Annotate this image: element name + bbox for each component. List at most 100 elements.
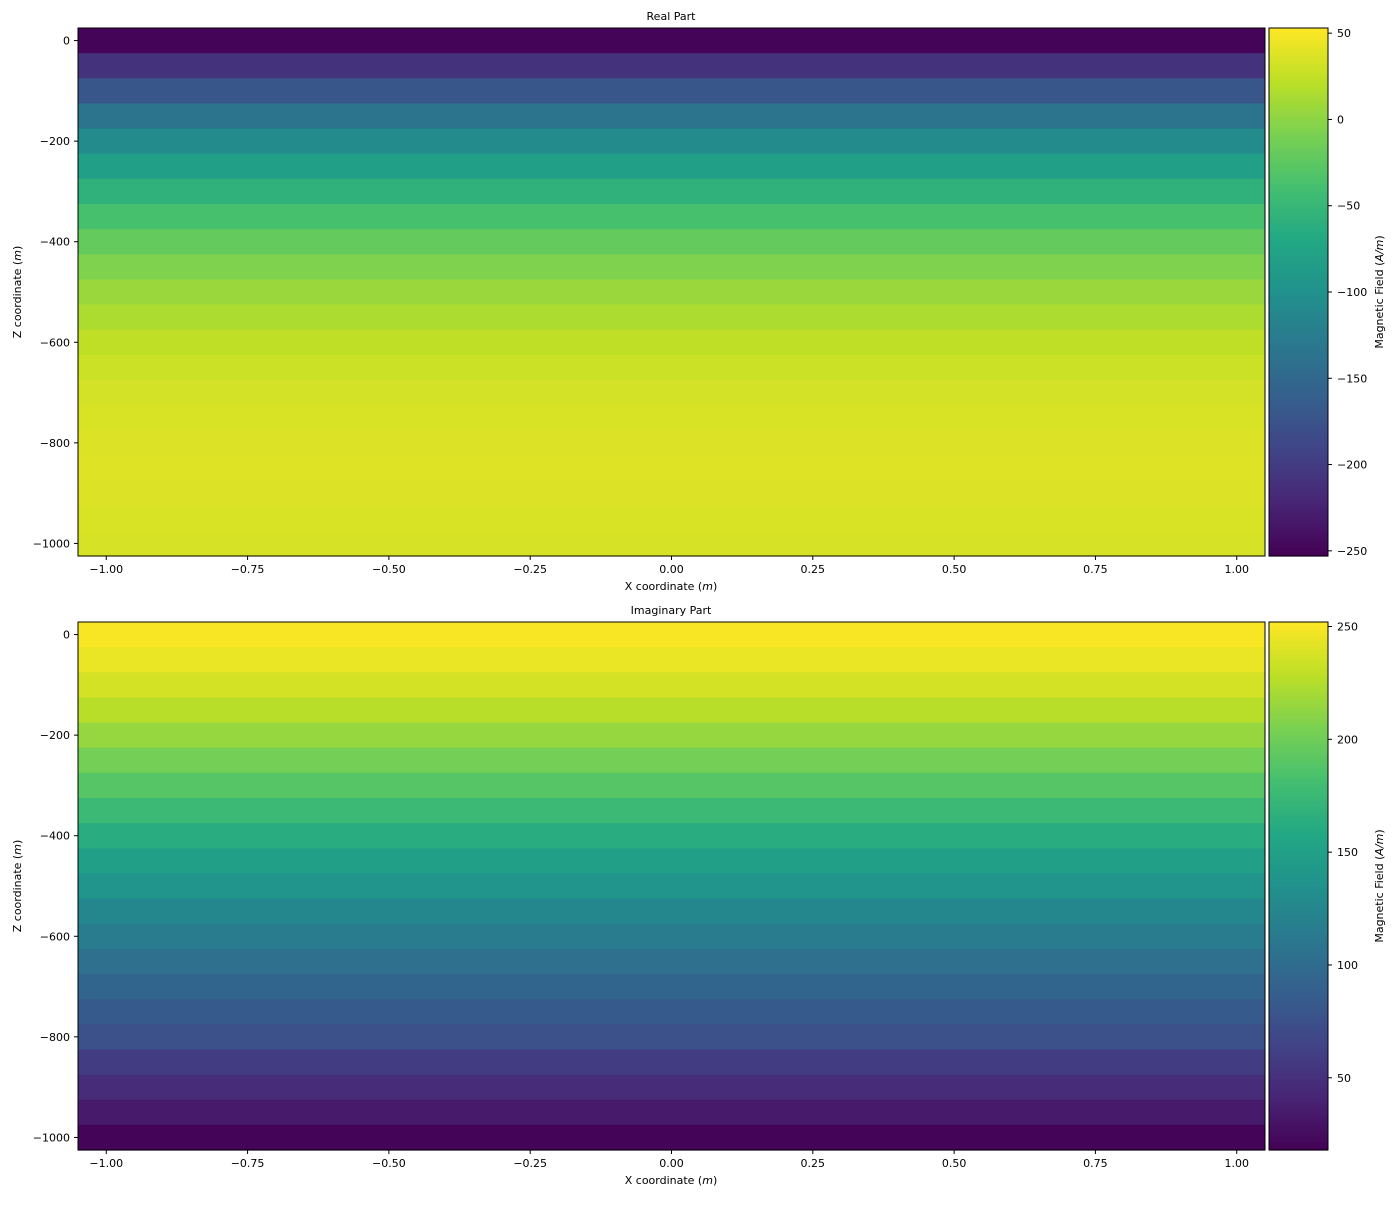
- colorbar-swatch: [1269, 1118, 1328, 1123]
- colorbar-swatch: [1269, 72, 1328, 77]
- colorbar-swatch: [1269, 452, 1328, 457]
- heatmap-row: [78, 53, 1265, 79]
- colorbar-swatch: [1269, 184, 1328, 189]
- colorbar-swatch: [1269, 730, 1328, 735]
- colorbar-swatch: [1269, 200, 1328, 205]
- x-tick-label: −0.50: [372, 563, 406, 576]
- colorbar-swatch: [1269, 176, 1328, 181]
- heatmap-row: [78, 697, 1265, 724]
- colorbar-swatch: [1269, 528, 1328, 533]
- colorbar-swatch: [1269, 316, 1328, 321]
- colorbar-swatch: [1269, 1066, 1328, 1071]
- imaginary-part-x-ticks: −1.00 −0.75 −0.50 −0.25 0.00 0.25 0.50 0.75 1.00: [89, 1150, 1249, 1170]
- colorbar-swatch: [1269, 1042, 1328, 1047]
- colorbar-swatch: [1269, 638, 1328, 643]
- colorbar-swatch: [1269, 958, 1328, 963]
- colorbar-swatch: [1269, 244, 1328, 249]
- x-tick-label: −0.75: [231, 1157, 265, 1170]
- colorbar-swatch: [1269, 440, 1328, 445]
- colorbar-swatch: [1269, 946, 1328, 951]
- colorbar-swatch: [1269, 834, 1328, 839]
- colorbar-swatch: [1269, 1010, 1328, 1015]
- colorbar-swatch: [1269, 1030, 1328, 1035]
- colorbar-swatch: [1269, 954, 1328, 959]
- x-tick-label: −0.25: [513, 1157, 547, 1170]
- heatmap-row: [78, 530, 1265, 557]
- colorbar-swatch: [1269, 392, 1328, 397]
- colorbar-swatch: [1269, 926, 1328, 931]
- colorbar-swatch: [1269, 870, 1328, 875]
- colorbar-tick-label: −100: [1337, 286, 1367, 299]
- heatmap-row: [78, 28, 1265, 54]
- x-tick-label: 0.00: [659, 1157, 684, 1170]
- colorbar-swatch: [1269, 674, 1328, 679]
- heatmap-row: [78, 823, 1265, 849]
- colorbar-swatch: [1269, 990, 1328, 995]
- colorbar-swatch: [1269, 484, 1328, 489]
- colorbar-swatch: [1269, 268, 1328, 273]
- colorbar-swatch: [1269, 1014, 1328, 1019]
- colorbar-swatch: [1269, 344, 1328, 349]
- x-tick-label: 0.00: [659, 563, 684, 576]
- colorbar-swatch: [1269, 220, 1328, 225]
- colorbar-swatch: [1269, 998, 1328, 1003]
- heatmap-row: [78, 103, 1265, 130]
- colorbar-swatch: [1269, 630, 1328, 635]
- colorbar-swatch: [1269, 88, 1328, 93]
- colorbar-swatch: [1269, 256, 1328, 261]
- colorbar-swatch: [1269, 838, 1328, 843]
- colorbar-swatch: [1269, 634, 1328, 639]
- x-tick-label: 0.75: [1083, 563, 1108, 576]
- colorbar-swatch: [1269, 156, 1328, 161]
- colorbar-swatch: [1269, 104, 1328, 109]
- colorbar-swatch: [1269, 1058, 1328, 1063]
- colorbar-swatch: [1269, 136, 1328, 141]
- x-tick-label: −0.25: [513, 563, 547, 576]
- y-tick-label: −800: [40, 1031, 70, 1044]
- colorbar-swatch: [1269, 356, 1328, 361]
- colorbar-swatch: [1269, 1138, 1328, 1143]
- colorbar-swatch: [1269, 384, 1328, 389]
- colorbar-swatch: [1269, 818, 1328, 823]
- colorbar-swatch: [1269, 738, 1328, 743]
- colorbar-swatch: [1269, 970, 1328, 975]
- colorbar-swatch: [1269, 842, 1328, 847]
- colorbar-swatch: [1269, 196, 1328, 201]
- colorbar-swatch: [1269, 224, 1328, 229]
- heatmap-row: [78, 229, 1265, 255]
- colorbar-swatch: [1269, 986, 1328, 991]
- colorbar-swatch: [1269, 304, 1328, 309]
- colorbar-swatch: [1269, 654, 1328, 659]
- colorbar-swatch: [1269, 300, 1328, 305]
- colorbar-swatch: [1269, 552, 1328, 557]
- colorbar-swatch: [1269, 1142, 1328, 1147]
- colorbar-swatch: [1269, 408, 1328, 413]
- colorbar-swatch: [1269, 292, 1328, 297]
- colorbar-swatch: [1269, 180, 1328, 185]
- y-tick-label: 0: [63, 35, 70, 48]
- colorbar-swatch: [1269, 460, 1328, 465]
- colorbar-swatch: [1269, 918, 1328, 923]
- heatmap-row: [78, 329, 1265, 356]
- colorbar-swatch: [1269, 532, 1328, 537]
- colorbar-swatch: [1269, 432, 1328, 437]
- colorbar-swatch: [1269, 686, 1328, 691]
- colorbar-swatch: [1269, 84, 1328, 89]
- colorbar-swatch: [1269, 368, 1328, 373]
- colorbar-swatch: [1269, 520, 1328, 525]
- colorbar-swatch: [1269, 364, 1328, 369]
- real-part-y-label: Z coordinate (m): [11, 246, 24, 339]
- colorbar-swatch: [1269, 1046, 1328, 1051]
- colorbar-swatch: [1269, 352, 1328, 357]
- heatmap-row: [78, 1099, 1265, 1126]
- colorbar-swatch: [1269, 28, 1328, 33]
- colorbar-swatch: [1269, 464, 1328, 469]
- colorbar-tick-label: 50: [1337, 27, 1351, 40]
- colorbar-swatch: [1269, 898, 1328, 903]
- colorbar-swatch: [1269, 1146, 1328, 1151]
- colorbar-swatch: [1269, 212, 1328, 217]
- colorbar-swatch: [1269, 790, 1328, 795]
- colorbar-swatch: [1269, 312, 1328, 317]
- colorbar-swatch: [1269, 280, 1328, 285]
